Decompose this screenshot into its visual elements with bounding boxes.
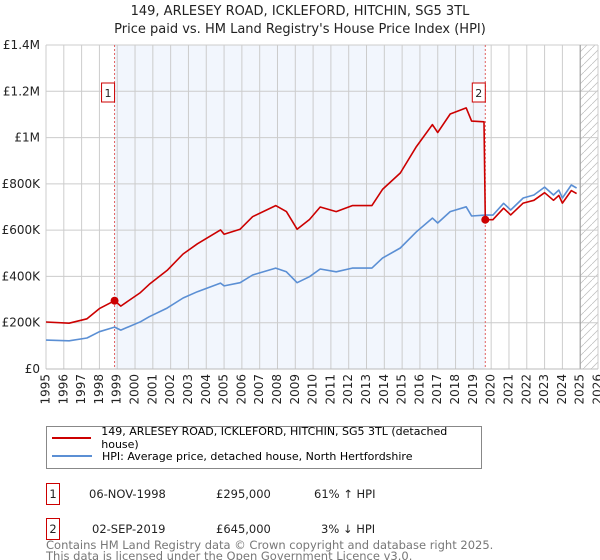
- transaction-number: 2: [46, 518, 60, 540]
- legend-item-hpi: HPI: Average price, detached house, Nort…: [52, 448, 412, 464]
- transaction-number: 1: [46, 483, 60, 505]
- x-tick-label: 2018: [448, 374, 462, 405]
- x-tick-label: 2014: [377, 374, 391, 405]
- series-line-hpi: [45, 184, 577, 342]
- transaction-hpi-diff: 3% ↓ HPI: [321, 522, 376, 536]
- footer-licence: This data is licensed under the Open Gov…: [46, 549, 413, 560]
- transaction-date: 06-NOV-1998: [89, 487, 166, 501]
- chart-subtitle: Price paid vs. HM Land Registry's House …: [114, 22, 486, 37]
- x-tick-label: 2001: [145, 374, 159, 405]
- x-tick-label: 2017: [430, 374, 444, 405]
- x-tick-label: 2023: [537, 374, 551, 405]
- forecast-hatch: [580, 45, 598, 369]
- x-tick-label: 2020: [484, 374, 498, 405]
- chart-title: 149, ARLESEY ROAD, ICKLEFORD, HITCHIN, S…: [130, 4, 470, 19]
- y-tick-label: £1M: [14, 131, 40, 145]
- sale-point: [110, 296, 119, 305]
- legend-label-hpi: HPI: Average price, detached house, Nort…: [102, 449, 413, 463]
- sale-label-border: [101, 82, 116, 103]
- x-tick-label: 2025: [573, 374, 587, 405]
- legend-swatch-price: [52, 437, 92, 439]
- sale-label-box: 1: [101, 82, 116, 103]
- x-tick-label: 2016: [412, 374, 426, 405]
- legend-label-price: 149, ARLESEY ROAD, ICKLEFORD, HITCHIN, S…: [101, 425, 448, 451]
- y-tick-label: £200K: [2, 316, 42, 330]
- x-tick-label: 2024: [555, 374, 569, 405]
- x-tick-label: 2021: [501, 374, 515, 405]
- x-tick-label: 2026: [591, 374, 600, 405]
- transaction-price: £645,000: [216, 522, 271, 536]
- y-tick-label: £1.2M: [3, 84, 40, 98]
- x-tick-label: 2019: [466, 374, 480, 405]
- x-tick-label: 2011: [323, 374, 337, 405]
- y-tick-label: £0: [25, 362, 40, 376]
- x-tick-label: 2012: [341, 374, 355, 405]
- y-tick-label: £400K: [2, 269, 42, 283]
- x-tick-label: 2009: [288, 374, 302, 405]
- x-tick-label: 2002: [163, 374, 177, 405]
- x-tick-label: 2005: [217, 374, 231, 405]
- sale-label-box: 2: [471, 82, 486, 103]
- x-tick-label: 1995: [39, 374, 53, 405]
- x-tick-label: 2022: [519, 374, 533, 405]
- x-tick-label: 2007: [252, 374, 266, 405]
- legend-item-price: 149, ARLESEY ROAD, ICKLEFORD, HITCHIN, S…: [52, 425, 481, 451]
- transaction-price: £295,000: [216, 487, 271, 501]
- plot-area: 1995 1996 1997 1998 1999 2000 2001 2002 2003 2004…: [2, 38, 600, 405]
- x-tick-label: 2003: [181, 374, 195, 405]
- sale-label-number: 1: [105, 87, 112, 100]
- x-tick-label: 2006: [234, 374, 248, 405]
- transaction-hpi-diff: 61% ↑ HPI: [314, 487, 376, 501]
- x-tick-label: 1998: [92, 374, 106, 405]
- x-tick-label: 1996: [56, 374, 70, 405]
- x-tick-label: 2010: [306, 374, 320, 405]
- sale-label-number: 2: [475, 87, 482, 100]
- sale-point: [481, 215, 490, 224]
- x-tick-label: 1997: [74, 374, 88, 405]
- ownership-period-shade: [114, 45, 486, 369]
- series-line-price: [45, 107, 577, 325]
- legend: 149, ARLESEY ROAD, ICKLEFORD, HITCHIN, S…: [46, 425, 482, 469]
- x-tick-label: 2008: [270, 374, 284, 405]
- x-tick-label: 2000: [128, 374, 142, 405]
- sale-label-border: [471, 82, 486, 103]
- y-tick-label: £600K: [2, 223, 42, 237]
- transaction-date: 02-SEP-2019: [92, 522, 166, 536]
- legend-swatch-hpi: [52, 455, 92, 457]
- y-tick-label: £1.4M: [3, 38, 40, 52]
- x-tick-label: 2004: [199, 374, 213, 405]
- y-tick-label: £800K: [2, 177, 42, 191]
- x-tick-label: 2013: [359, 374, 373, 405]
- x-tick-label: 2015: [395, 374, 409, 405]
- footer-copyright: Contains HM Land Registry data © Crown c…: [46, 538, 494, 552]
- x-tick-label: 1999: [110, 374, 124, 405]
